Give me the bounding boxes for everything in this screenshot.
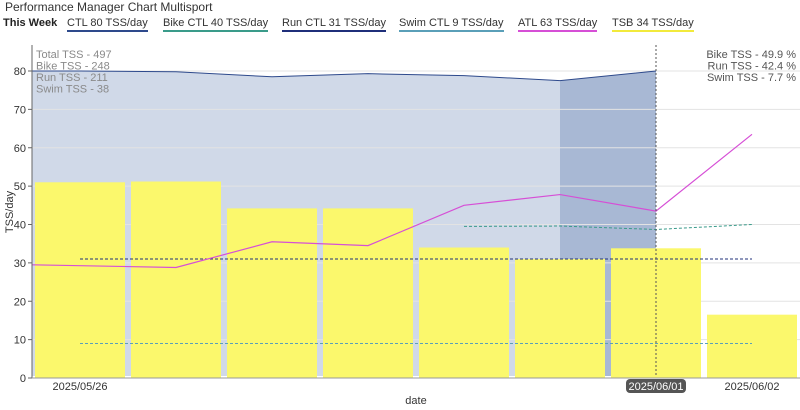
today-badge — [626, 379, 686, 393]
legend-tsb[interactable]: TSB 34 TSS/day — [612, 17, 694, 32]
tsb-bar — [131, 181, 221, 378]
tsb-bar — [323, 208, 413, 378]
atl-line — [31, 133, 753, 269]
legend-swim-ctl[interactable]: Swim CTL 9 TSS/day — [399, 17, 504, 32]
this-week-label: This Week — [3, 17, 58, 29]
ctl-line — [32, 70, 657, 82]
y-tick-label: 80 — [14, 66, 26, 78]
y-tick-label: 0 — [20, 373, 26, 385]
y-tick-label: 10 — [14, 335, 26, 347]
summary-text: Bike TSS - 248 — [36, 61, 110, 73]
legend-bike-ctl[interactable]: Bike CTL 40 TSS/day — [163, 17, 269, 32]
x-tick-label: 2025/06/02 — [724, 381, 779, 393]
share-text: Swim TSS - 7.7 % — [707, 72, 796, 84]
x-tick-label: 2025/05/26 — [52, 381, 107, 393]
tsb-bar — [515, 259, 605, 378]
share-text: Run TSS - 42.4 % — [708, 61, 797, 73]
y-tick-label: 60 — [14, 143, 26, 155]
y-tick-label: 70 — [14, 104, 26, 116]
chart-title: Performance Manager Chart Multisport — [5, 0, 213, 14]
share-text: Bike TSS - 49.9 % — [706, 49, 796, 61]
legend-row: This Week CTL 80 TSS/day Bike CTL 40 TSS… — [0, 17, 800, 33]
bike-ctl-line — [463, 224, 753, 230]
y-tick-label: 30 — [14, 258, 26, 270]
tsb-bar — [707, 314, 797, 378]
y-tick-label: 20 — [14, 296, 26, 308]
summary-text: Total TSS - 497 — [36, 49, 112, 61]
summary-text: Run TSS - 211 — [36, 72, 108, 84]
legend-ctl[interactable]: CTL 80 TSS/day — [67, 17, 148, 32]
x-axis-label: date — [405, 395, 426, 407]
legend-run-ctl[interactable]: Run CTL 31 TSS/day — [282, 17, 386, 32]
tsb-bar — [227, 208, 317, 378]
y-tick-label: 50 — [14, 181, 26, 193]
tsb-bar — [419, 247, 509, 378]
summary-text: Swim TSS - 38 — [36, 84, 109, 96]
legend-atl[interactable]: ATL 63 TSS/day — [518, 17, 598, 32]
y-tick-label: 40 — [14, 220, 26, 232]
y-axis-label: TSS/day — [4, 190, 16, 233]
x-tick-label: 2025/06/01 — [628, 381, 683, 393]
tsb-bar — [35, 182, 125, 378]
